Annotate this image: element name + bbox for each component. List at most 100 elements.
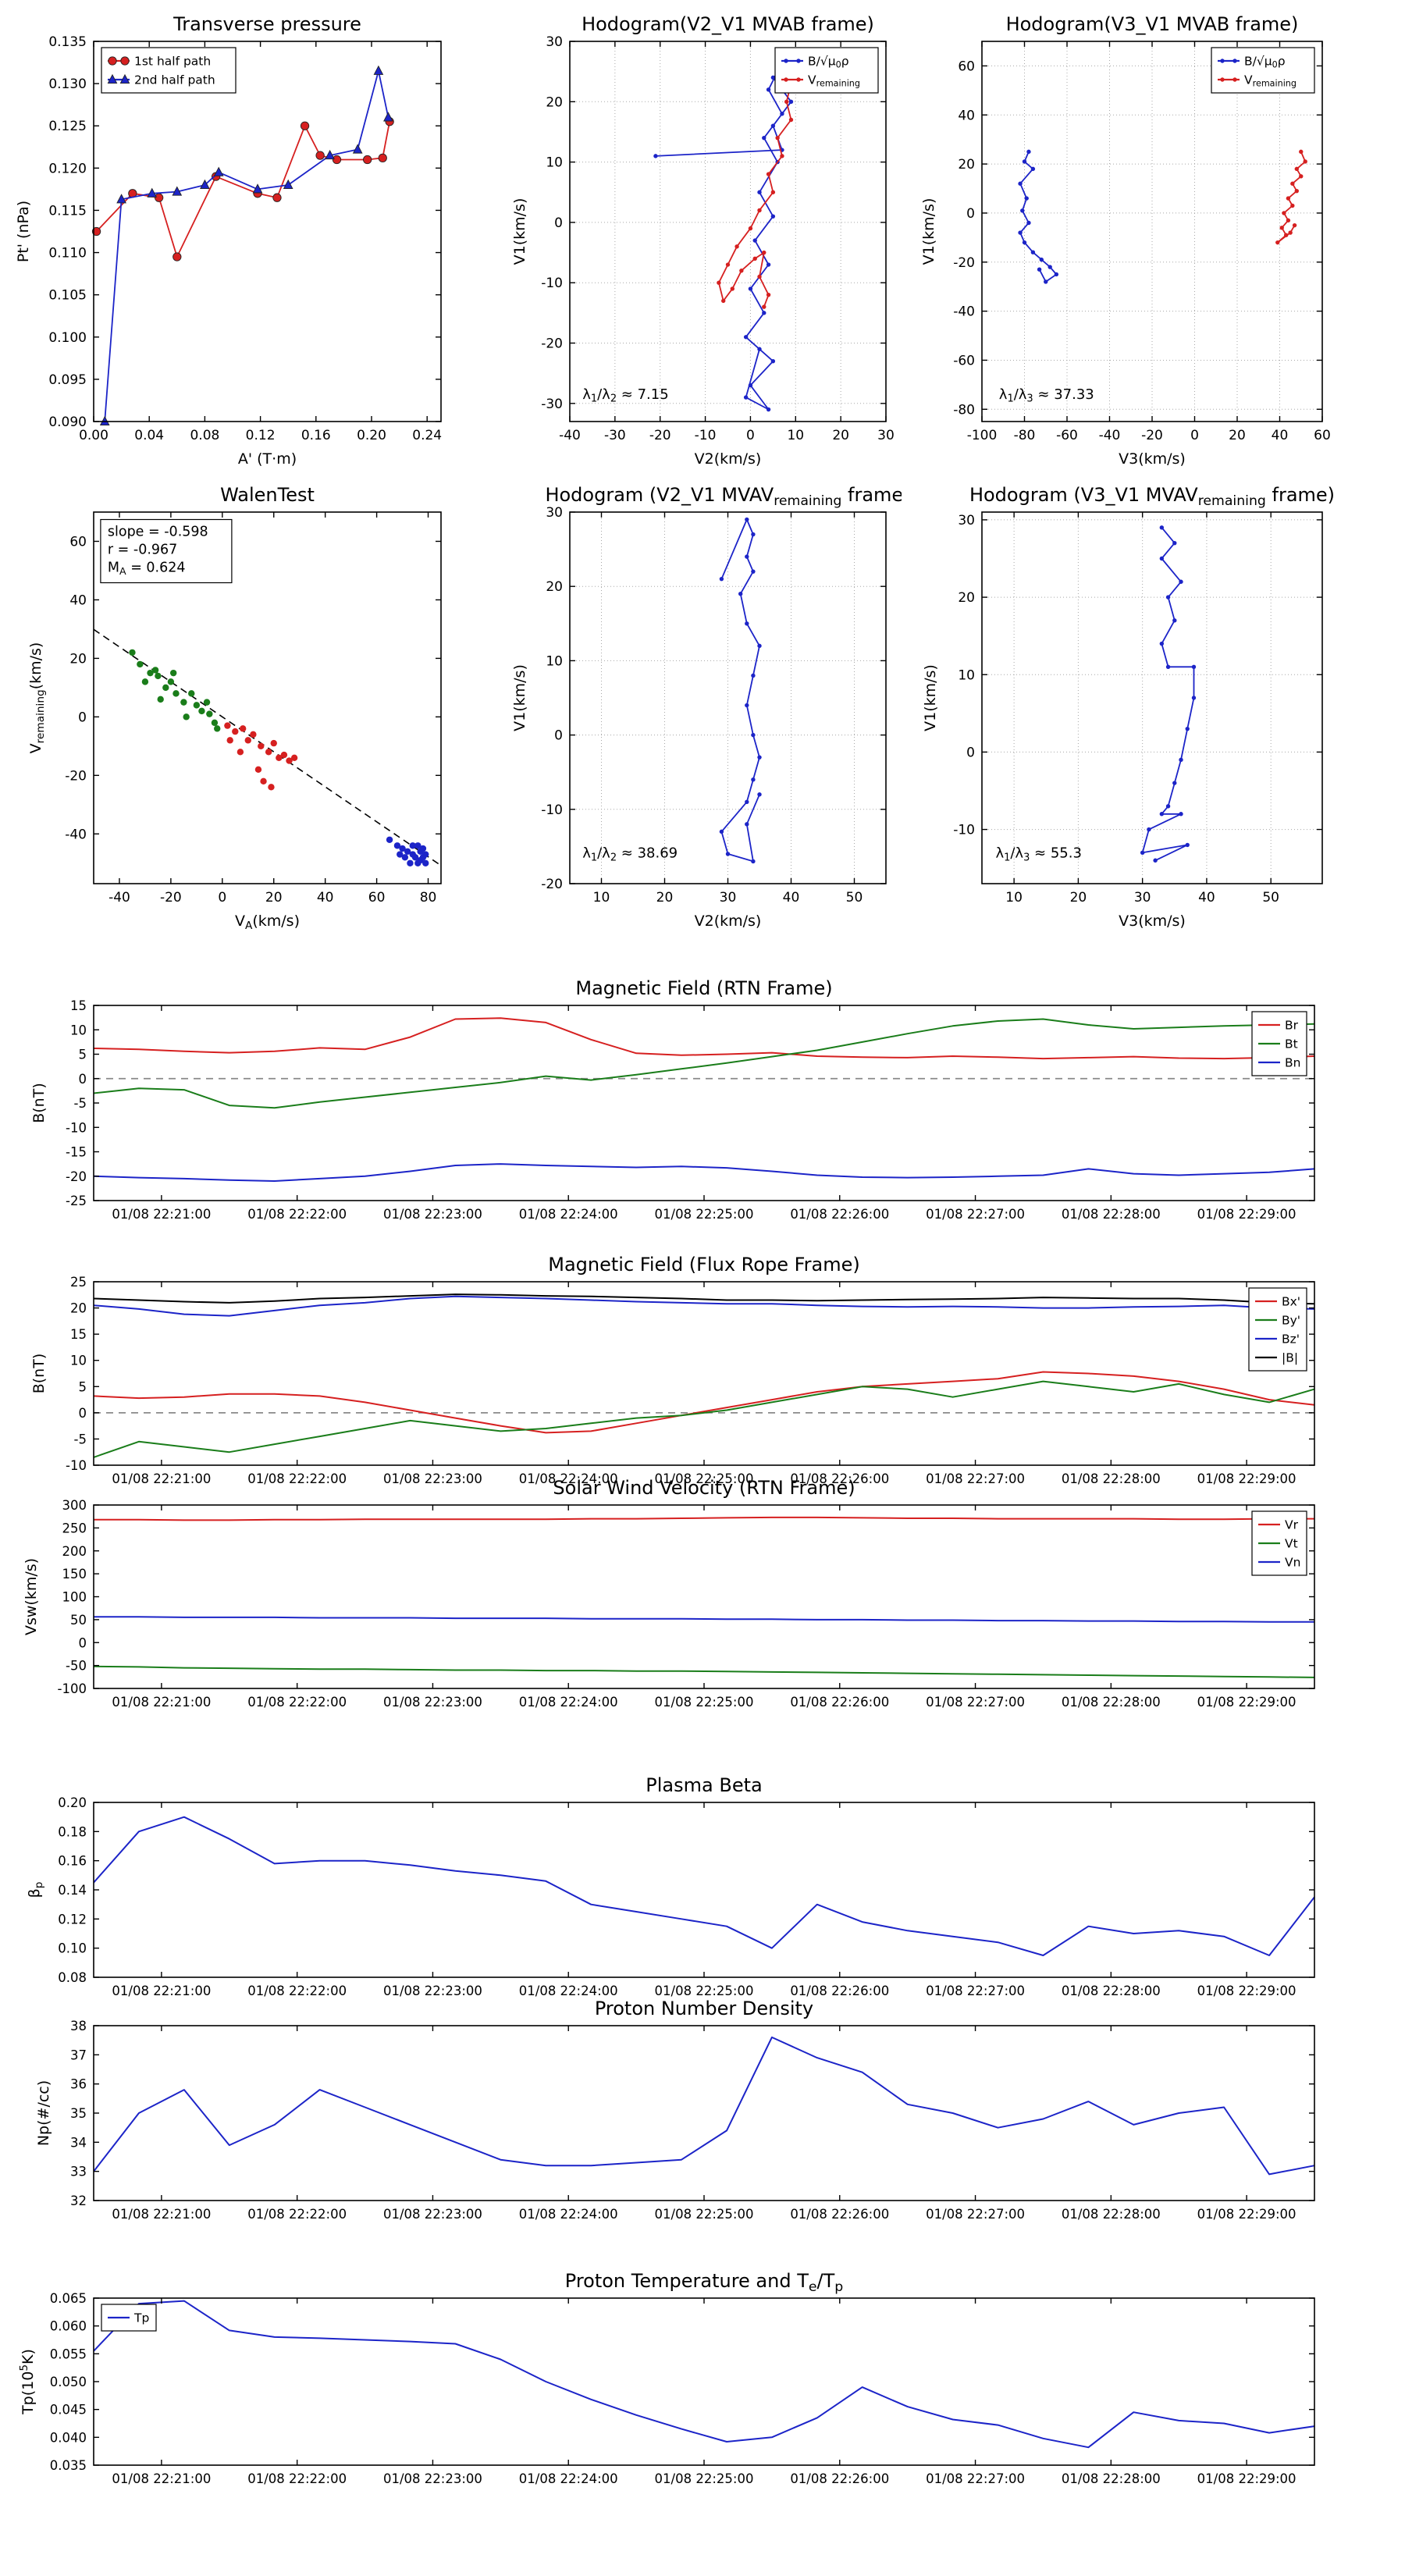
svg-text:15: 15 (70, 1327, 87, 1342)
svg-text:-100: -100 (58, 1681, 87, 1696)
svg-text:30: 30 (958, 513, 975, 528)
svg-text:-30: -30 (604, 428, 626, 443)
svg-text:01/08 22:27:00: 01/08 22:27:00 (926, 2471, 1025, 2486)
svg-text:-20: -20 (953, 255, 975, 271)
svg-text:Plasma Beta: Plasma Beta (646, 1774, 762, 1796)
svg-text:20: 20 (958, 590, 975, 606)
svg-text:01/08 22:26:00: 01/08 22:26:00 (790, 1471, 889, 1486)
svg-text:-10: -10 (695, 428, 717, 443)
svg-text:300: 300 (62, 1498, 87, 1513)
svg-text:01/08 22:21:00: 01/08 22:21:00 (112, 1984, 211, 1998)
svg-text:50: 50 (70, 1613, 87, 1628)
svg-text:01/08 22:25:00: 01/08 22:25:00 (655, 1695, 754, 1710)
svg-text:01/08 22:29:00: 01/08 22:29:00 (1197, 1984, 1297, 1998)
svg-text:Hodogram (V3_V1 MVAVremaining​: Hodogram (V3_V1 MVAVremaining​ frame) (969, 484, 1335, 509)
svg-text:01/08 22:26:00: 01/08 22:26:00 (790, 2471, 889, 2486)
svg-text:0.10: 0.10 (58, 1941, 87, 1956)
svg-text:40: 40 (1198, 890, 1215, 906)
svg-text:Vsw(km/s): Vsw(km/s) (23, 1558, 40, 1635)
svg-text:Vn: Vn (1285, 1556, 1300, 1570)
svg-text:01/08 22:27:00: 01/08 22:27:00 (926, 1984, 1025, 1998)
svg-text:-20: -20 (541, 877, 563, 892)
svg-text:Br: Br (1285, 1019, 1299, 1033)
svg-text:Hodogram(V3_V1 MVAB frame): Hodogram(V3_V1 MVAB frame) (1006, 13, 1299, 35)
svg-text:40: 40 (317, 890, 334, 906)
svg-text:0.130: 0.130 (48, 76, 87, 92)
svg-text:0: 0 (79, 1635, 87, 1650)
svg-text:01/08 22:24:00: 01/08 22:24:00 (519, 1471, 618, 1486)
svg-text:Hodogram (V2_V1 MVAVremaining​: Hodogram (V2_V1 MVAVremaining​ frame) (545, 484, 902, 509)
svg-text:-40: -40 (65, 827, 87, 842)
svg-text:-10: -10 (66, 1120, 87, 1135)
chart-magnetic-field-rtn: 01/08 22:21:00 01/08 22:22:00 01/08 22:23:… (0, 968, 1405, 1249)
svg-text:V3(km/s): V3(km/s) (1119, 913, 1186, 930)
svg-text:V1(km/s): V1(km/s) (511, 198, 528, 265)
svg-text:60: 60 (958, 59, 975, 74)
svg-text:0: 0 (79, 1406, 87, 1421)
svg-text:40: 40 (958, 108, 975, 123)
svg-text:Magnetic Field (Flux Rope Fram: Magnetic Field (Flux Rope Frame) (548, 1254, 859, 1276)
svg-text:-40: -40 (1099, 428, 1121, 443)
svg-text:01/08 22:28:00: 01/08 22:28:00 (1062, 1207, 1161, 1222)
svg-text:01/08 22:27:00: 01/08 22:27:00 (926, 1695, 1025, 1710)
svg-text:0.12: 0.12 (58, 1912, 87, 1927)
svg-text:01/08 22:23:00: 01/08 22:23:00 (383, 1471, 482, 1486)
chart-proton-temperature: 01/08 22:21:00 01/08 22:22:00 01/08 22:23:… (0, 2261, 1405, 2512)
svg-text:01/08 22:27:00: 01/08 22:27:00 (926, 2207, 1025, 2222)
svg-text:30: 30 (546, 34, 563, 50)
svg-text:01/08 22:27:00: 01/08 22:27:00 (926, 1207, 1025, 1222)
svg-text:01/08 22:21:00: 01/08 22:21:00 (112, 1207, 211, 1222)
svg-text:Np(#/cc): Np(#/cc) (35, 2080, 52, 2146)
svg-text:0.115: 0.115 (48, 203, 87, 219)
svg-text:0.040: 0.040 (50, 2430, 87, 2445)
svg-text:-40: -40 (108, 890, 130, 906)
svg-text:01/08 22:25:00: 01/08 22:25:00 (655, 2471, 754, 2486)
svg-text:-10: -10 (541, 276, 563, 291)
svg-text:01/08 22:22:00: 01/08 22:22:00 (247, 1207, 347, 1222)
svg-text:10: 10 (787, 428, 804, 443)
svg-text:01/08 22:21:00: 01/08 22:21:00 (112, 1471, 211, 1486)
svg-text:-60: -60 (1056, 428, 1078, 443)
svg-text:By': By' (1282, 1314, 1300, 1328)
svg-text:1st half path: 1st half path (134, 55, 211, 69)
svg-text:λ1​/λ2​ ≈ 7.15: λ1​/λ2​ ≈ 7.15 (582, 386, 668, 405)
svg-text:20: 20 (1229, 428, 1246, 443)
svg-text:30: 30 (546, 505, 563, 521)
svg-text:0.08: 0.08 (58, 1970, 87, 1985)
chart-magnetic-field-fluxrope: 01/08 22:21:00 01/08 22:22:00 01/08 22:23:… (0, 1244, 1405, 1510)
svg-text:λ1​/λ3​ ≈ 37.33: λ1​/λ3​ ≈ 37.33 (999, 386, 1094, 405)
svg-text:Vr: Vr (1285, 1518, 1299, 1532)
svg-text:λ1​/λ3​ ≈ 55.3: λ1​/λ3​ ≈ 55.3 (995, 845, 1081, 864)
svg-text:B(nT): B(nT) (30, 1083, 48, 1123)
svg-text:Vt: Vt (1285, 1537, 1298, 1551)
svg-text:0: 0 (966, 206, 975, 222)
svg-text:0.12: 0.12 (246, 428, 276, 443)
chart-walen-test: -40 -20 0 20 40 60 80 -40 -20 0 20 40 60 WalenTest VA​… (0, 471, 511, 939)
svg-text:01/08 22:21:00: 01/08 22:21:00 (112, 2207, 211, 2222)
svg-text:V1(km/s): V1(km/s) (511, 664, 528, 731)
svg-text:01/08 22:24:00: 01/08 22:24:00 (519, 2207, 618, 2222)
svg-text:Tp: Tp (133, 2311, 149, 2325)
svg-text:10: 10 (1005, 890, 1023, 906)
svg-text:150: 150 (62, 1567, 87, 1582)
svg-text:01/08 22:29:00: 01/08 22:29:00 (1197, 2207, 1297, 2222)
svg-text:01/08 22:29:00: 01/08 22:29:00 (1197, 1471, 1297, 1486)
svg-text:01/08 22:28:00: 01/08 22:28:00 (1062, 2471, 1161, 2486)
svg-text:40: 40 (1272, 428, 1289, 443)
svg-text:B/√μ0​ρ: B/√μ0​ρ (1244, 55, 1286, 70)
svg-text:VA​(km/s): VA​(km/s) (235, 913, 300, 932)
svg-text:-30: -30 (541, 397, 563, 412)
svg-text:20: 20 (546, 579, 563, 595)
svg-text:MA​ = 0.624: MA​ = 0.624 (108, 560, 186, 578)
svg-text:01/08 22:22:00: 01/08 22:22:00 (247, 1984, 347, 1998)
svg-text:01/08 22:21:00: 01/08 22:21:00 (112, 2471, 211, 2486)
svg-text:-40: -40 (953, 304, 975, 320)
svg-text:0: 0 (1190, 428, 1199, 443)
svg-text:2nd half path: 2nd half path (134, 73, 215, 87)
svg-text:0.20: 0.20 (58, 1795, 87, 1810)
svg-text:0.20: 0.20 (357, 428, 386, 443)
proton-temp-canvas: 01/08 22:21:00 01/08 22:22:00 01/08 22:23:… (18, 2270, 1315, 2486)
svg-text:Proton Temperature and Te​/Tp​: Proton Temperature and Te​/Tp​ (565, 2270, 843, 2295)
svg-text:Vremaining​: Vremaining​ (808, 73, 860, 89)
